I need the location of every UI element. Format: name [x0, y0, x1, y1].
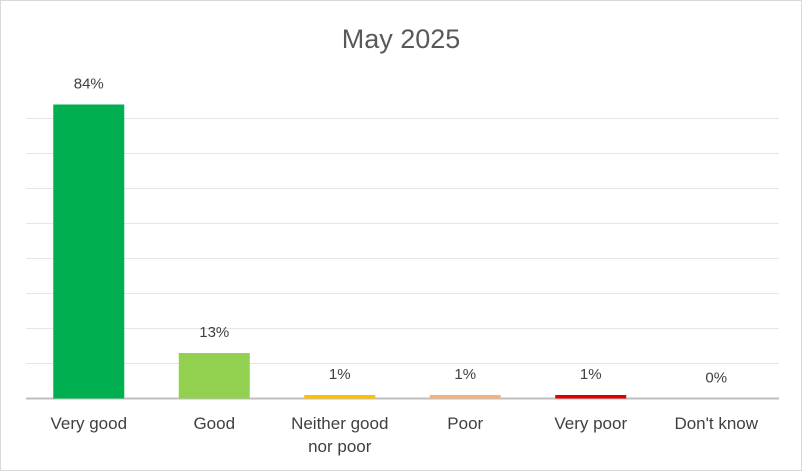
bar [53, 104, 125, 399]
value-label: 1% [454, 366, 476, 383]
bar [178, 353, 250, 399]
bar [429, 395, 501, 399]
value-label: 0% [705, 369, 727, 386]
x-tick-label: Poor [447, 414, 484, 433]
chart-title: May 2025 [342, 24, 461, 54]
value-label: 84% [74, 75, 104, 92]
x-tick-label: Very poor [554, 414, 628, 433]
x-tick-label: Good [193, 414, 236, 433]
x-tick-label: Neither good nor poor [291, 414, 389, 456]
value-label: 1% [580, 366, 602, 383]
value-label: 1% [329, 366, 351, 383]
x-tick-label: Very good [50, 414, 128, 433]
value-label: 13% [199, 324, 229, 341]
bar [304, 395, 376, 399]
x-tick-label: Don't know [674, 414, 759, 433]
bar [555, 395, 627, 399]
